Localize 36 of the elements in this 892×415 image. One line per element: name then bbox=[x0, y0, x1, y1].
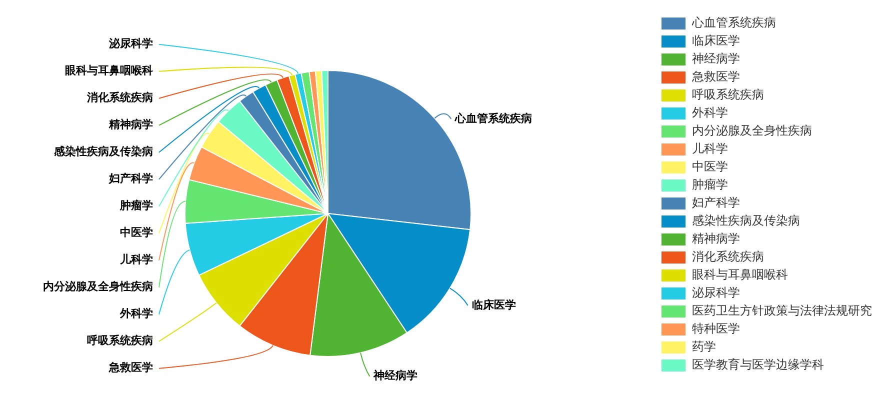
legend-label: 神经病学 bbox=[692, 52, 740, 66]
legend-label: 药学 bbox=[692, 340, 716, 354]
slice-label: 眼科与耳鼻咽喉科 bbox=[65, 64, 153, 78]
slice-label: 妇产科学 bbox=[108, 172, 153, 186]
slice-label: 精神病学 bbox=[108, 118, 153, 132]
legend-label: 心血管系统疾病 bbox=[691, 16, 776, 30]
slice-label: 内分泌腺及全身性疾病 bbox=[43, 280, 153, 294]
legend-label: 内分泌腺及全身性疾病 bbox=[692, 124, 812, 138]
legend-label: 妇产科学 bbox=[692, 196, 740, 210]
legend-label: 呼吸系统疾病 bbox=[692, 88, 764, 102]
slice-label: 泌尿科学 bbox=[108, 37, 153, 50]
slice-label: 神经病学 bbox=[372, 369, 418, 382]
slice-label: 临床医学 bbox=[472, 298, 516, 312]
legend-label: 急救医学 bbox=[691, 70, 740, 84]
legend-label: 精神病学 bbox=[692, 232, 740, 246]
legend-label: 医药卫生方针政策与法律法规研究 bbox=[692, 304, 872, 318]
legend-label: 儿科学 bbox=[692, 142, 728, 156]
legend-label: 肿瘤学 bbox=[692, 178, 728, 192]
slice-label: 肿瘤学 bbox=[119, 199, 153, 212]
legend-label: 医学教育与医学边缘学科 bbox=[692, 358, 824, 372]
slice-label: 呼吸系统疾病 bbox=[87, 334, 153, 348]
slice-label: 儿科学 bbox=[119, 253, 153, 266]
slice-label: 急救医学 bbox=[108, 361, 153, 374]
legend-label: 中医学 bbox=[692, 160, 728, 174]
legend-label: 感染性疾病及传染病 bbox=[692, 214, 800, 228]
slice-label: 心血管系统疾病 bbox=[454, 112, 532, 125]
slice-label: 外科学 bbox=[119, 307, 153, 320]
legend-label: 泌尿科学 bbox=[692, 286, 740, 300]
legend-label: 眼科与耳鼻咽喉科 bbox=[692, 268, 788, 282]
legend-label: 特种医学 bbox=[692, 322, 740, 336]
legend-label: 临床医学 bbox=[692, 34, 740, 48]
legend-label: 消化系统疾病 bbox=[692, 250, 764, 264]
slice-label: 中医学 bbox=[120, 226, 153, 240]
slice-label: 消化系统疾病 bbox=[86, 91, 153, 104]
legend-label: 外科学 bbox=[692, 106, 728, 120]
slice-label: 感染性疾病及传染病 bbox=[53, 145, 153, 158]
